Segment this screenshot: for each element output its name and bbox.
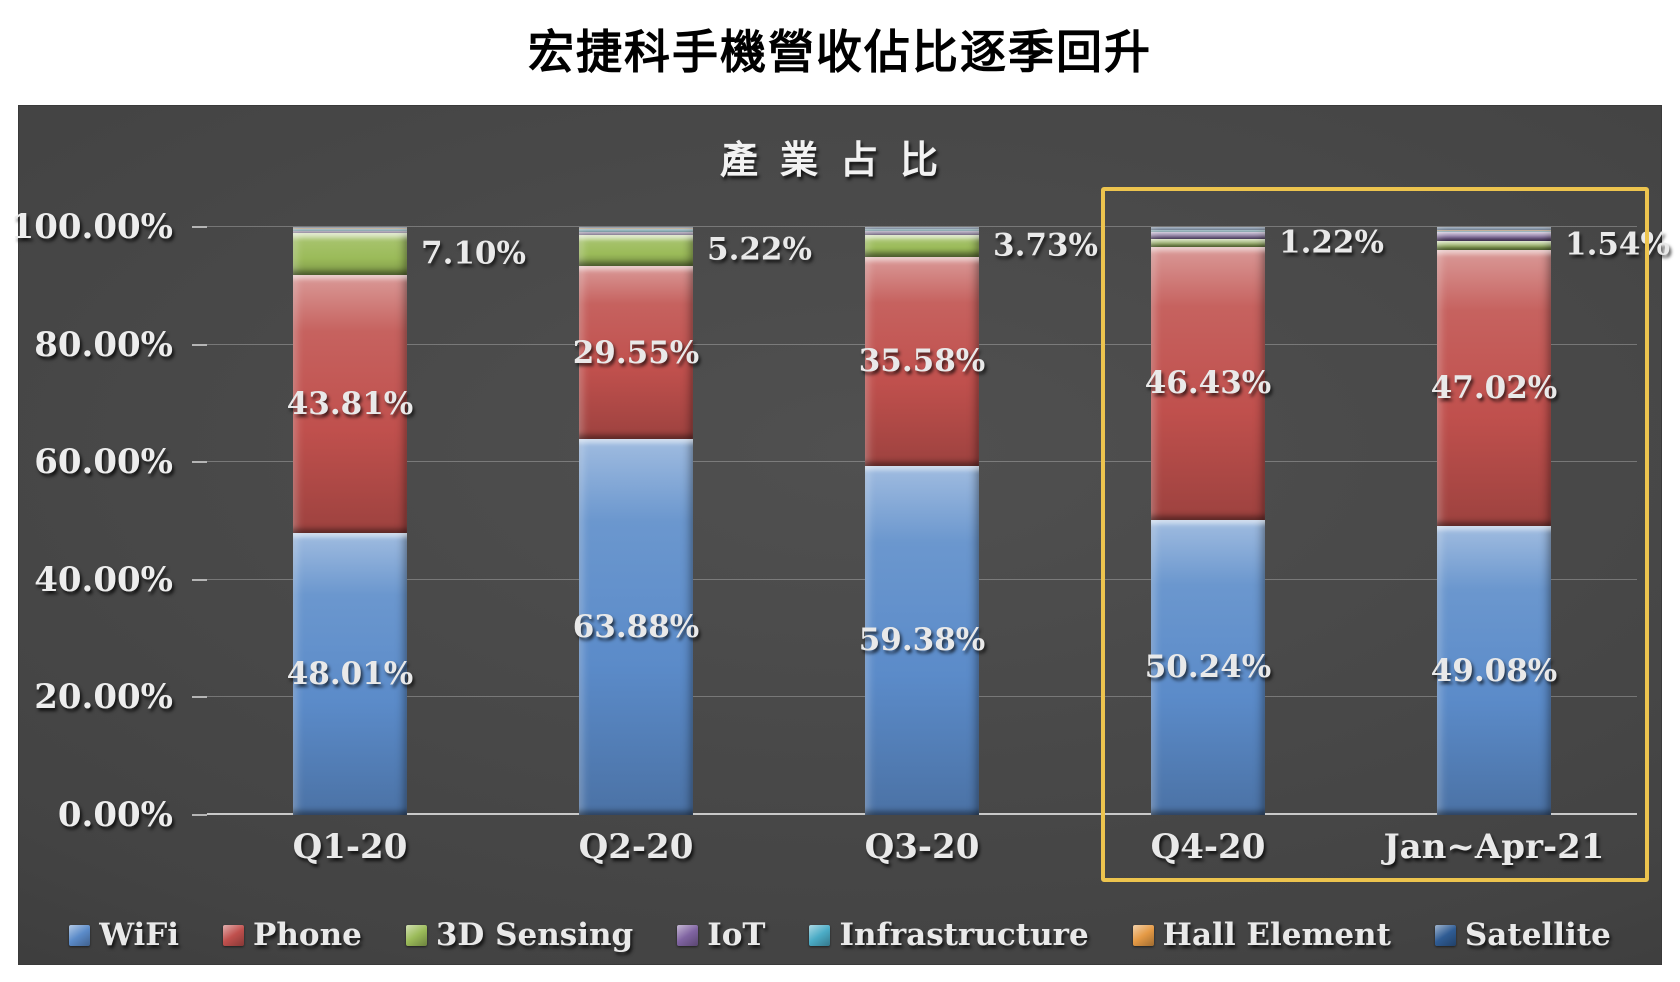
bar-segment-satellite [1151,227,1265,230]
y-axis-tick-mark [192,226,207,228]
bar-segment-wifi: 59.38% [858,465,986,815]
data-label-outside: 5.22% [707,231,812,268]
legend-item-infrastructure: Infrastructure [809,917,1089,953]
bar-segment-infrastructure [1151,230,1265,232]
legend-label: WiFi [99,917,180,953]
bar-segment-infrastructure [865,229,979,232]
x-axis-label: Jan~Apr-21 [1383,827,1605,867]
bar-segment-iot [293,230,407,234]
bar-segment-phone: 29.55% [572,265,700,440]
legend-item-hall-element: Hall Element [1132,917,1391,953]
plot-area: 48.01% 43.81% 7.10% 63.88% 29.55% 5.22% 59.38%… [207,224,1670,815]
bar-segment-wifi: 49.08% [1430,526,1558,815]
legend-label: Infrastructure [839,917,1089,953]
y-axis-tick-mark [192,814,207,816]
bar-segment-satellite [865,227,979,229]
data-label-outside: 3.73% [993,227,1098,264]
legend-item-satellite: Satellite [1434,917,1611,953]
stacked-bar-chart: 產業占比 0.00% 20.00% 40.00% 60.00% 80.00% 100.00… [11,105,1670,965]
bar-segment-wifi: 50.24% [1144,519,1272,815]
legend-swatch [69,924,91,946]
bar-segment-satellite [579,227,693,229]
gridline [207,226,1637,227]
data-label-outside: 7.10% [421,235,526,272]
data-label: 29.55% [572,334,700,371]
y-axis-tick-label: 80.00% [34,324,173,365]
bar-segment-3d-sensing [579,234,693,266]
data-label: 50.24% [1144,649,1272,686]
bar-segment-phone: 46.43% [1144,246,1272,520]
x-axis-label: Q4-20 [1150,827,1266,867]
bar-segment-3d-sensing [865,234,979,257]
bar-segment-iot [1437,232,1551,241]
page-title: 宏捷科手機營收佔比逐季回升 [528,26,1152,78]
y-axis-tick-label: 60.00% [34,442,173,483]
bar-segment-iot [579,231,693,235]
data-label: 63.88% [572,609,700,646]
y-axis-tick-mark [192,461,207,464]
bar-segment-satellite [1437,227,1551,230]
x-axis-label: Q3-20 [864,827,980,867]
legend-swatch [677,924,699,946]
legend-label: 3D Sensing [435,917,634,953]
legend-item-phone: Phone [223,917,362,953]
data-label: 59.38% [858,622,986,659]
data-label: 43.81% [286,385,414,422]
bar-segment-infrastructure [1437,230,1551,233]
bar-segment-satellite [293,227,407,229]
chart-title: 產業占比 [719,137,960,182]
y-axis-tick-mark [192,696,207,699]
bars: 48.01% 43.81% 7.10% 63.88% 29.55% 5.22% 59.38%… [207,224,1670,815]
y-axis-tick-mark [192,578,207,581]
legend-swatch [223,924,245,946]
legend-label: Satellite [1464,917,1611,953]
y-axis-tick-label: 100.00% [10,207,173,247]
legend-item-3d-sensing: 3D Sensing [405,917,634,953]
bar-segment-infrastructure [579,228,693,232]
legend-item-wifi: WiFi [69,917,179,953]
y-axis-tick-label: 20.00% [34,677,173,718]
data-label: 46.43% [1144,365,1272,402]
bar-segment-wifi: 63.88% [572,439,700,815]
y-axis-tick-label: 40.00% [34,559,173,600]
bar-segment-iot [865,231,979,235]
bar-segment-3d-sensing [1437,240,1551,250]
bar-segment-phone: 43.81% [286,275,414,533]
bar-segment-phone: 47.02% [1430,249,1558,527]
legend-swatch [1132,924,1154,946]
x-axis: Q1-20 Q2-20 Q3-20 Q4-20 Jan~Apr-21 [207,823,1637,873]
legend-label: Phone [253,917,362,953]
bar-segment-phone: 35.58% [858,256,986,466]
legend: WiFi Phone 3D Sensing IoT Infrastructure Hall… [18,911,1662,959]
y-axis-tick-mark [192,343,207,346]
data-label: 48.01% [286,655,414,692]
legend-label: Hall Element [1162,917,1391,953]
bar-segment-3d-sensing [293,233,407,276]
bar-segment-wifi: 48.01% [286,532,414,815]
y-axis-tick-label: 0.00% [57,795,173,835]
data-label-outside: 1.22% [1279,224,1384,261]
data-label: 49.08% [1430,652,1558,689]
legend-swatch [1434,924,1456,946]
bar-segment-hall-element [1437,230,1551,231]
bar-segment-infrastructure [293,228,407,231]
data-label: 47.02% [1430,370,1558,407]
legend-swatch [809,924,831,946]
legend-label: IoT [707,917,766,953]
x-axis-label: Q2-20 [578,827,694,867]
legend-swatch [405,924,427,946]
data-label: 35.58% [858,343,986,380]
x-axis-label: Q1-20 [292,827,408,867]
bar-segment-3d-sensing [1151,239,1265,247]
data-label-outside: 1.54% [1565,226,1670,263]
y-axis: 0.00% 20.00% 40.00% 60.00% 80.00% 100.00% [11,210,207,832]
legend-item-iot: IoT [677,917,765,953]
bar-segment-iot [1151,231,1265,240]
